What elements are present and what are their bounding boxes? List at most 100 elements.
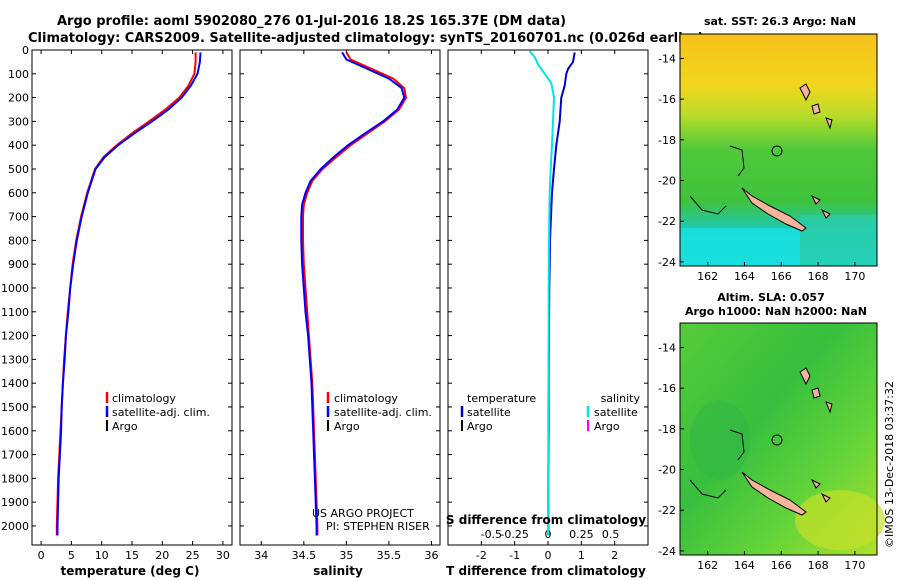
x-tick-label: 34 — [254, 549, 268, 562]
x-tick-label: 1 — [578, 549, 585, 562]
difference-secondary-xlabel: S difference from climatology — [446, 513, 646, 527]
argo-location-marker — [771, 434, 783, 446]
plot-frame — [31, 49, 233, 546]
y-tick-label: 1100 — [1, 306, 29, 319]
legend-diff-temperature-heading: temperature — [467, 392, 536, 405]
x-tick-label: 34.5 — [292, 549, 317, 562]
sla-map-title-line1: Altim. SLA: 0.057 — [717, 291, 824, 304]
y-tick-label: 1700 — [1, 449, 29, 462]
x-tick-label: 5 — [68, 549, 75, 562]
map-y-tick-label: -20 — [658, 464, 676, 477]
y-tick-label: 800 — [8, 234, 29, 247]
map-x-tick-label: 166 — [771, 559, 792, 572]
figure-title-line2: Climatology: CARS2009. Satellite-adjuste… — [28, 31, 704, 46]
y-tick-label: 1800 — [1, 472, 29, 485]
sla-map — [679, 322, 885, 556]
loyalty-islands — [810, 194, 831, 219]
map-x-tick-label: 168 — [808, 559, 829, 572]
reef-outline — [689, 145, 745, 215]
y-tick-label: 100 — [8, 68, 29, 81]
map-x-tick-label: 170 — [844, 559, 865, 572]
secondary-x-tick-label: 0.5 — [602, 528, 620, 541]
salinity-legend: climatology satellite-adj. clim. Argo — [326, 392, 432, 433]
legend-argo-label: Argo — [112, 420, 138, 433]
map-y-tick-label: -22 — [658, 504, 676, 517]
legend-climatology-label: climatology — [334, 392, 398, 405]
map-y-tick-label: -16 — [658, 93, 676, 106]
y-tick-label: 300 — [8, 115, 29, 128]
sla-map-title-line2: Argo h1000: NaN h2000: NaN — [685, 305, 867, 318]
legend-climatology-label: climatology — [112, 392, 176, 405]
map-x-tick-label: 170 — [844, 270, 865, 283]
sst-map-title: sat. SST: 26.3 Argo: NaN — [704, 15, 856, 28]
map-y-tick-label: -24 — [658, 256, 676, 269]
reef-outline — [689, 429, 745, 499]
vanuatu-islands — [799, 83, 833, 130]
y-tick-label: 1500 — [1, 401, 29, 414]
series-climatology — [302, 51, 408, 536]
x-tick-label: 0 — [545, 549, 552, 562]
map-x-tick-label: 164 — [734, 559, 755, 572]
sla-map-ticks: 162 164 166 168 170 -14 -16 -18 -20 -22 -24 — [658, 341, 865, 572]
figure-title-line1: Argo profile: aoml 5902080_276 01-Jul-20… — [57, 14, 566, 29]
vanuatu-islands — [799, 367, 833, 414]
sst-cool-patch-2 — [800, 215, 877, 266]
timestamp-credit: ©IMOS 13-Dec-2018 03:37:32 — [883, 381, 896, 548]
y-tick-label: 0 — [22, 44, 29, 57]
legend-diff-temp-argo-label: Argo — [467, 420, 493, 433]
sla-high-patch — [795, 490, 885, 550]
map-y-tick-label: -24 — [658, 545, 676, 558]
sst-map-ticks: 162 164 166 168 170 -14 -16 -18 -20 -22 -24 — [658, 52, 865, 283]
temperature-panel: 0100200300400500600700800900100011001200… — [1, 44, 233, 562]
series-satellite-adj-clim- — [300, 51, 406, 536]
project-credit: US ARGO PROJECT — [312, 507, 414, 520]
x-tick-label: 30 — [216, 549, 230, 562]
legend-diff-salinity-heading: salinity — [601, 392, 641, 405]
salinity-xlabel: salinity — [313, 564, 363, 578]
map-x-tick-label: 164 — [734, 270, 755, 283]
legend-diff-temp-satellite-label: satellite — [467, 406, 511, 419]
y-tick-label: 1900 — [1, 496, 29, 509]
map-y-tick-label: -14 — [658, 52, 676, 65]
sst-cool-patch — [680, 228, 800, 266]
map-y-tick-label: -20 — [658, 175, 676, 188]
x-tick-label: 36 — [424, 549, 438, 562]
argo-location-marker — [771, 145, 783, 157]
y-tick-label: 600 — [8, 187, 29, 200]
x-tick-label: -1 — [509, 549, 520, 562]
legend-diff-sal-satellite-label: satellite — [594, 406, 638, 419]
series-satellite-adj-clim- — [56, 52, 202, 536]
map-x-tick-label: 166 — [771, 270, 792, 283]
secondary-x-tick-label: 0.25 — [569, 528, 594, 541]
x-tick-label: 25 — [186, 549, 200, 562]
x-tick-label: 2 — [611, 549, 618, 562]
x-tick-label: 10 — [95, 549, 109, 562]
x-tick-label: 0 — [38, 549, 45, 562]
y-tick-label: 1400 — [1, 377, 29, 390]
legend-satellite-label: satellite-adj. clim. — [334, 406, 432, 419]
y-tick-label: 2000 — [1, 520, 29, 533]
pi-credit: PI: STEPHEN RISER — [326, 520, 430, 533]
temperature-legend: climatology satellite-adj. clim. Argo — [105, 392, 210, 433]
x-tick-label: 35 — [339, 549, 353, 562]
y-tick-label: 700 — [8, 211, 29, 224]
y-tick-label: 1200 — [1, 330, 29, 343]
new-caledonia-island — [741, 187, 807, 232]
sla-low-patch — [690, 400, 750, 480]
x-tick-label: 20 — [155, 549, 169, 562]
secondary-x-tick-label: -0.5 — [481, 528, 502, 541]
legend-diff-sal-argo-label: Argo — [594, 420, 620, 433]
salinity-panel: 34 34.5 35 35.5 36 — [239, 49, 441, 562]
legend-argo-label: Argo — [334, 420, 360, 433]
secondary-x-tick-label: -0.25 — [500, 528, 528, 541]
y-tick-label: 1300 — [1, 353, 29, 366]
legend-satellite-label: satellite-adj. clim. — [112, 406, 210, 419]
y-tick-label: 900 — [8, 258, 29, 271]
map-x-tick-label: 162 — [697, 559, 718, 572]
y-tick-label: 500 — [8, 163, 29, 176]
new-caledonia-island — [741, 471, 807, 516]
x-tick-label: -2 — [476, 549, 487, 562]
map-x-tick-label: 162 — [697, 270, 718, 283]
map-y-tick-label: -22 — [658, 215, 676, 228]
map-y-tick-label: -18 — [658, 134, 676, 147]
